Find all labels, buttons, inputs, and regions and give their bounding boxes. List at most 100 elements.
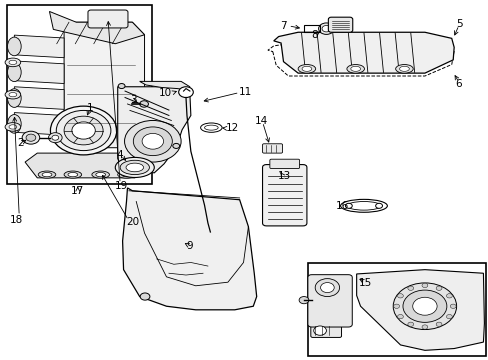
- Ellipse shape: [52, 135, 59, 140]
- Circle shape: [446, 315, 451, 319]
- Bar: [304, 25, 319, 32]
- Bar: [307, 263, 485, 356]
- Circle shape: [133, 127, 172, 156]
- Text: 5: 5: [455, 19, 462, 29]
- FancyBboxPatch shape: [262, 165, 306, 226]
- Ellipse shape: [346, 64, 364, 73]
- Circle shape: [26, 134, 36, 141]
- Ellipse shape: [350, 66, 360, 71]
- Ellipse shape: [7, 89, 21, 107]
- Circle shape: [397, 315, 403, 319]
- Text: 8: 8: [310, 30, 317, 40]
- Text: 1: 1: [86, 103, 93, 113]
- Circle shape: [446, 294, 451, 298]
- Circle shape: [407, 322, 413, 327]
- Circle shape: [118, 84, 125, 89]
- Circle shape: [64, 116, 103, 145]
- Text: 13: 13: [277, 171, 290, 181]
- Polygon shape: [356, 270, 484, 350]
- Circle shape: [177, 84, 184, 89]
- Text: 14: 14: [254, 116, 267, 126]
- Ellipse shape: [9, 60, 17, 64]
- Circle shape: [322, 26, 330, 32]
- Ellipse shape: [42, 172, 52, 177]
- Text: 7: 7: [280, 21, 286, 31]
- Text: 9: 9: [186, 241, 193, 251]
- Polygon shape: [64, 22, 144, 148]
- Text: 11: 11: [238, 87, 252, 97]
- Ellipse shape: [5, 123, 20, 131]
- Text: 4: 4: [116, 150, 123, 160]
- Circle shape: [435, 286, 441, 291]
- Circle shape: [120, 163, 127, 168]
- Ellipse shape: [48, 133, 62, 143]
- Circle shape: [421, 283, 427, 288]
- FancyBboxPatch shape: [307, 275, 351, 327]
- Bar: [6, 5, 152, 184]
- Circle shape: [142, 134, 163, 149]
- Circle shape: [315, 279, 339, 297]
- Text: 19: 19: [115, 181, 128, 191]
- Circle shape: [299, 297, 308, 304]
- FancyBboxPatch shape: [310, 324, 341, 337]
- Ellipse shape: [126, 163, 143, 172]
- Circle shape: [421, 325, 427, 329]
- Circle shape: [345, 203, 351, 208]
- FancyBboxPatch shape: [269, 159, 299, 168]
- Polygon shape: [14, 35, 64, 58]
- Ellipse shape: [5, 90, 20, 99]
- Text: 18: 18: [10, 215, 23, 225]
- Ellipse shape: [302, 66, 311, 71]
- Polygon shape: [140, 81, 189, 90]
- FancyBboxPatch shape: [328, 17, 352, 32]
- Text: 2: 2: [17, 139, 23, 148]
- FancyBboxPatch shape: [262, 144, 282, 153]
- Circle shape: [313, 326, 326, 335]
- Circle shape: [393, 304, 399, 309]
- Ellipse shape: [92, 171, 109, 178]
- Ellipse shape: [7, 37, 21, 56]
- Circle shape: [407, 286, 413, 291]
- Ellipse shape: [7, 114, 21, 133]
- Polygon shape: [273, 32, 453, 73]
- Circle shape: [320, 283, 333, 293]
- Polygon shape: [49, 12, 144, 44]
- Circle shape: [318, 23, 333, 35]
- Text: 12: 12: [225, 123, 239, 133]
- Ellipse shape: [395, 64, 412, 73]
- Circle shape: [178, 87, 193, 98]
- Ellipse shape: [96, 172, 105, 177]
- Circle shape: [22, 131, 40, 144]
- Ellipse shape: [399, 66, 408, 71]
- Polygon shape: [25, 153, 147, 178]
- Ellipse shape: [115, 157, 154, 177]
- Ellipse shape: [122, 172, 131, 177]
- Circle shape: [140, 293, 150, 300]
- Circle shape: [375, 203, 382, 208]
- Polygon shape: [122, 188, 256, 310]
- Polygon shape: [14, 87, 64, 109]
- Circle shape: [402, 290, 446, 322]
- Circle shape: [50, 106, 117, 155]
- Circle shape: [397, 294, 403, 298]
- Circle shape: [172, 143, 179, 148]
- Text: 16: 16: [335, 201, 348, 211]
- Ellipse shape: [9, 93, 17, 97]
- Text: 6: 6: [455, 79, 462, 89]
- Circle shape: [101, 14, 115, 24]
- Circle shape: [412, 297, 436, 315]
- Ellipse shape: [9, 125, 17, 129]
- Circle shape: [449, 304, 455, 309]
- Text: 20: 20: [125, 217, 139, 226]
- Circle shape: [124, 121, 181, 162]
- Circle shape: [140, 101, 148, 107]
- Ellipse shape: [38, 171, 56, 178]
- FancyBboxPatch shape: [88, 10, 128, 28]
- Polygon shape: [14, 113, 64, 135]
- Text: 17: 17: [71, 186, 84, 197]
- Text: 15: 15: [358, 278, 371, 288]
- Polygon shape: [14, 61, 64, 84]
- Circle shape: [72, 122, 95, 139]
- Text: 10: 10: [159, 88, 172, 98]
- Text: 3: 3: [130, 95, 136, 105]
